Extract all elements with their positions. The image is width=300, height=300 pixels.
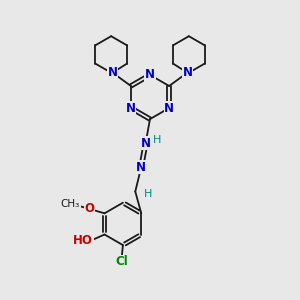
Text: N: N bbox=[141, 137, 151, 150]
Text: N: N bbox=[145, 68, 155, 81]
Text: O: O bbox=[84, 202, 94, 215]
Text: N: N bbox=[108, 66, 118, 79]
Text: N: N bbox=[136, 161, 146, 174]
Text: N: N bbox=[126, 101, 136, 115]
Text: N: N bbox=[164, 101, 174, 115]
Text: HO: HO bbox=[73, 234, 93, 247]
Text: Cl: Cl bbox=[115, 255, 128, 268]
Text: N: N bbox=[182, 66, 192, 79]
Text: H: H bbox=[153, 135, 161, 145]
Text: H: H bbox=[143, 189, 152, 199]
Text: CH₃: CH₃ bbox=[61, 199, 80, 209]
